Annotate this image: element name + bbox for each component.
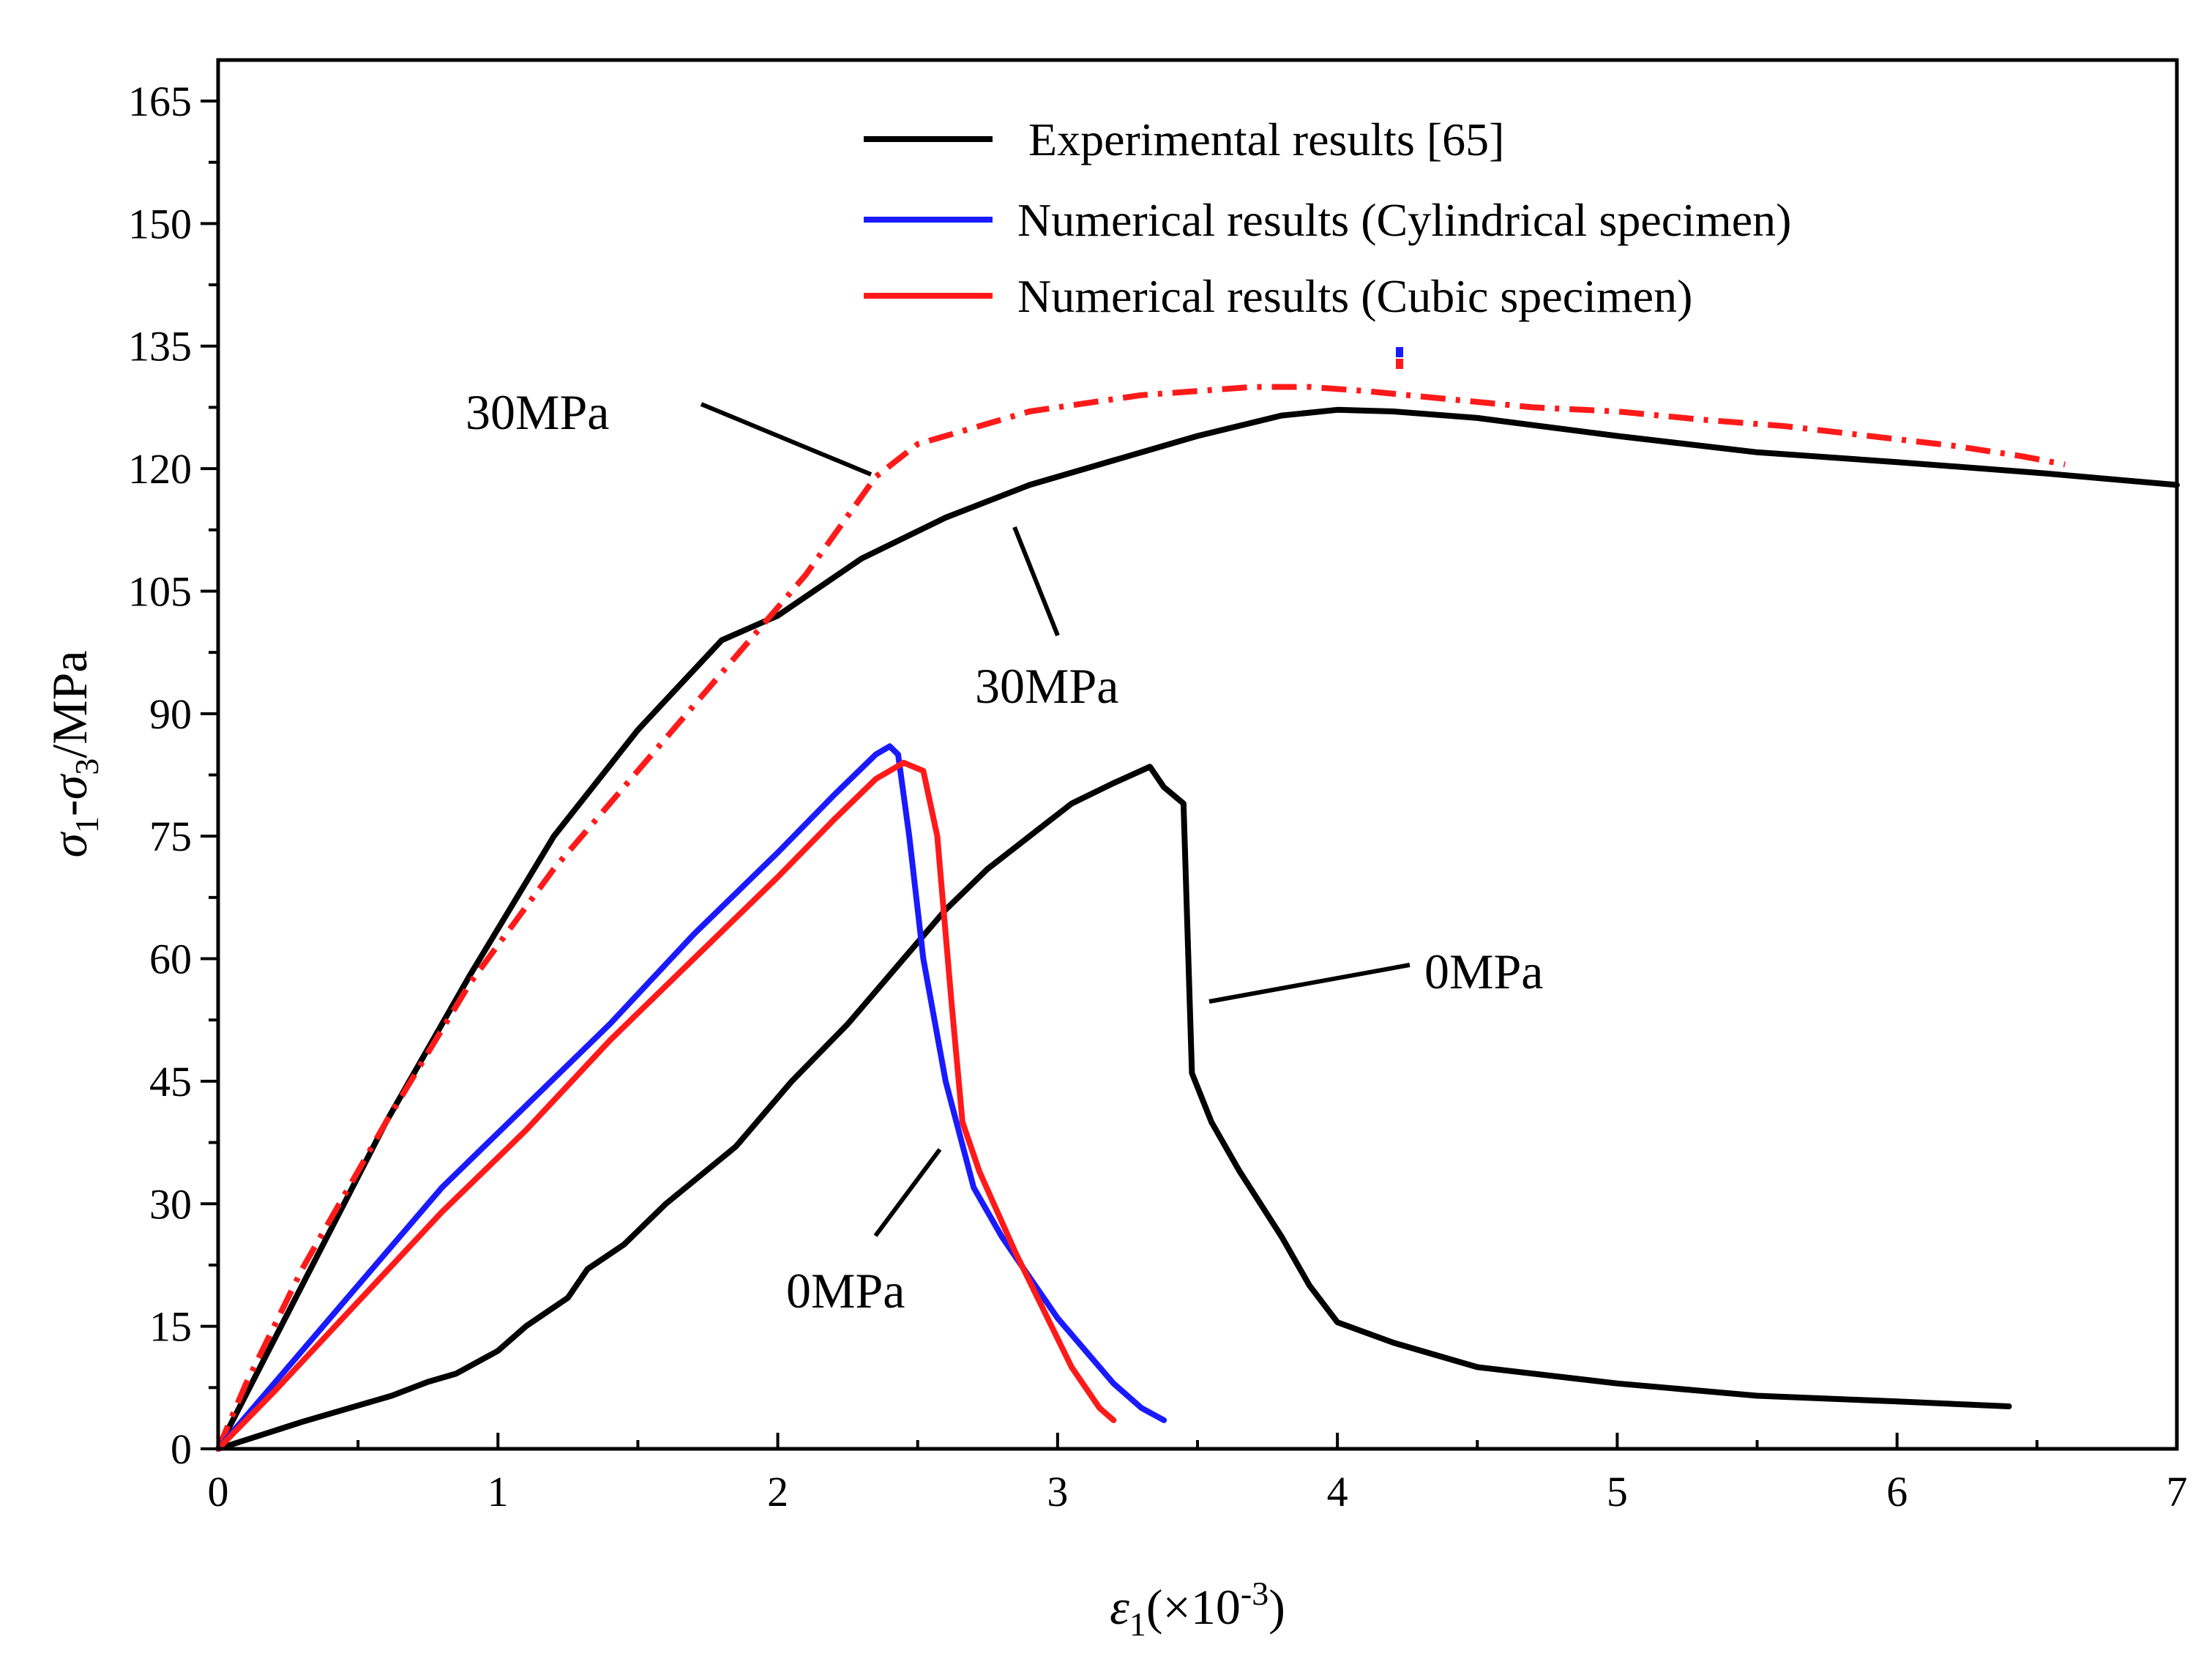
y-tick-label: 135 xyxy=(128,323,192,370)
leader-0mpa-experimental xyxy=(1208,963,1410,1004)
x-axis-title-symbol: ε xyxy=(1110,1579,1129,1635)
y-axis-title-unit: /MPa xyxy=(42,650,97,758)
series-line-experimental-30mpa xyxy=(215,406,2180,1452)
annotation-label-30mpa-experimental: 30MPa xyxy=(975,658,1118,714)
x-tick-label: 4 xyxy=(1327,1468,1348,1515)
x-tick-label: 0 xyxy=(208,1468,229,1515)
y-axis-title-sub1: 1 xyxy=(68,816,105,833)
y-tick-label: 120 xyxy=(128,445,192,493)
x-tick-label: 6 xyxy=(1886,1468,1908,1515)
y-tick-label: 0 xyxy=(171,1425,192,1473)
y-tick-label: 45 xyxy=(149,1058,192,1105)
y-tick-label: 60 xyxy=(149,936,192,983)
x-axis-ticks: 0 1 2 3 4 5 6 7 xyxy=(208,1433,2188,1515)
y-tick-label: 165 xyxy=(128,78,192,125)
legend-label-cubic: Numerical results (Cubic specimen) xyxy=(1017,270,1692,322)
x-tick-label: 7 xyxy=(2167,1468,2188,1515)
y-tick-label: 105 xyxy=(128,567,192,615)
legend: Experimental results [65] Numerical resu… xyxy=(864,113,1791,322)
series-layer xyxy=(215,384,2180,1452)
x-tick-label: 1 xyxy=(487,1468,509,1515)
series-line-cylindrical-0mpa xyxy=(215,743,1167,1452)
x-axis-title-superscript: -3 xyxy=(1241,1575,1268,1612)
stray-marker-blue xyxy=(1396,347,1403,357)
x-axis-title: ε1(×10-3) xyxy=(1110,1575,1285,1643)
y-axis-title: σ1-σ3/MPa xyxy=(42,650,105,857)
leader-0mpa-numerical xyxy=(873,1148,942,1237)
y-axis-title-sigma1: σ xyxy=(42,832,97,858)
legend-label-experimental: Experimental results [65] xyxy=(1028,113,1504,165)
x-axis-title-suffix: ) xyxy=(1268,1579,1285,1635)
annotation-label-0mpa-experimental: 0MPa xyxy=(1424,944,1543,999)
y-tick-label: 15 xyxy=(149,1303,192,1351)
x-axis-title-prefix: (×10 xyxy=(1146,1579,1241,1635)
y-axis-ticks: 0 15 30 45 60 75 90 105 120 135 150 165 xyxy=(128,78,218,1473)
stray-marker-red xyxy=(1396,359,1403,369)
annotation-leaders xyxy=(700,402,1410,1237)
y-tick-label: 30 xyxy=(149,1180,192,1228)
leader-30mpa-numerical xyxy=(700,402,873,477)
legend-label-cylindrical: Numerical results (Cylindrical specimen) xyxy=(1017,194,1791,246)
series-line-cubic-30mpa xyxy=(215,384,2066,1450)
annotation-label-0mpa-numerical: 0MPa xyxy=(786,1263,905,1319)
leader-30mpa-experimental xyxy=(1012,526,1060,637)
x-tick-label: 2 xyxy=(767,1468,788,1515)
y-tick-label: 90 xyxy=(149,690,192,738)
y-axis-title-sigma3: σ xyxy=(42,773,97,799)
annotation-label-30mpa-numerical: 30MPa xyxy=(466,384,609,440)
x-axis-title-subscript: 1 xyxy=(1129,1606,1146,1643)
y-tick-label: 75 xyxy=(149,813,192,860)
x-tick-label: 3 xyxy=(1047,1468,1068,1515)
y-tick-label: 150 xyxy=(128,200,192,247)
series-line-experimental-0mpa xyxy=(215,764,2012,1452)
series-line-cubic-0mpa xyxy=(215,759,1117,1452)
x-tick-label: 5 xyxy=(1607,1468,1628,1515)
y-axis-title-sub3: 3 xyxy=(68,758,105,775)
y-axis-title-dash: - xyxy=(42,799,97,816)
